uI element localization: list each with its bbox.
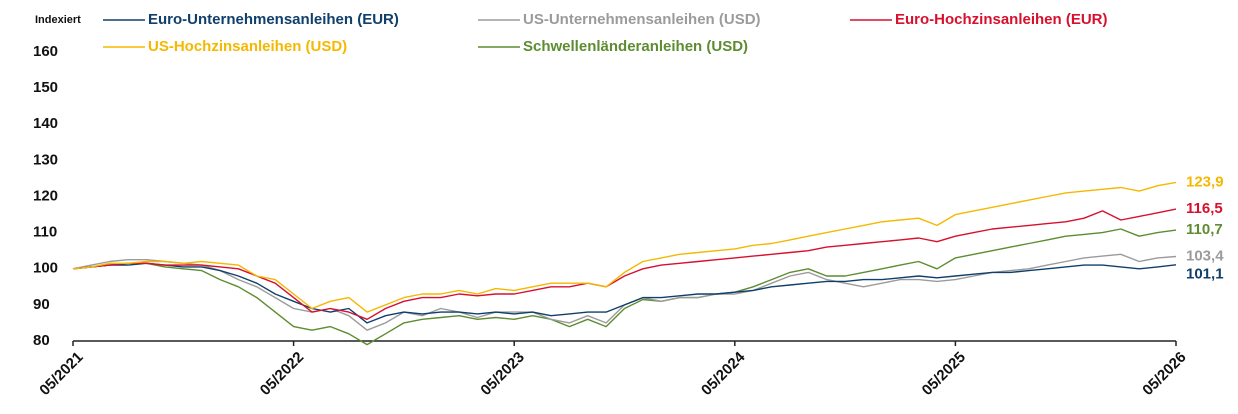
end-label: 101,1 <box>1186 265 1224 282</box>
y-tick-label: 160 <box>33 43 58 60</box>
x-tick-label: 05/2021 <box>36 349 86 399</box>
legend-label: Euro-Hochzinsanleihen (EUR) <box>895 11 1108 28</box>
end-label: 123,9 <box>1186 173 1224 190</box>
y-tick-label: 80 <box>33 332 50 349</box>
series-line <box>72 181 1177 313</box>
y-tick-label: 110 <box>33 224 57 241</box>
x-tick-label: 05/2024 <box>698 348 749 399</box>
end-label: 110,7 <box>1186 221 1223 238</box>
y-tick-label: 130 <box>33 151 58 168</box>
series-line <box>72 208 1177 320</box>
end-label: 103,4 <box>1186 247 1224 264</box>
series-line <box>72 228 1177 346</box>
y-tick-label: 120 <box>33 187 58 204</box>
legend-label: US-Hochzinsanleihen (USD) <box>148 38 347 55</box>
x-tick-label: 05/2025 <box>919 349 969 399</box>
y-tick-label: 90 <box>33 296 50 313</box>
legend-label: Schwellenländeranleihen (USD) <box>523 38 748 55</box>
y-tick-label: 140 <box>33 115 58 132</box>
y-axis-label: Indexiert <box>35 14 81 26</box>
legend-label: Euro-Unternehmensanleihen (EUR) <box>148 11 399 28</box>
y-tick-label: 150 <box>33 79 58 96</box>
x-tick-label: 05/2023 <box>477 349 527 399</box>
y-tick-label: 100 <box>33 260 58 277</box>
x-tick-label: 05/2022 <box>257 349 307 399</box>
legend-label: US-Unternehmensanleihen (USD) <box>523 11 761 28</box>
end-label: 116,5 <box>1186 200 1223 217</box>
series-line <box>72 262 1177 324</box>
x-tick-label: 05/2026 <box>1139 349 1189 399</box>
